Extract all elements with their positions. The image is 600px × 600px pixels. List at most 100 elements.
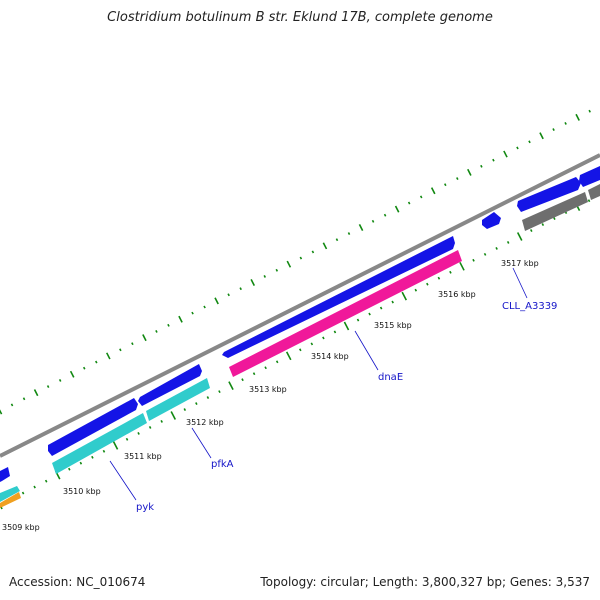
tick-mark xyxy=(275,268,279,272)
tick-mark xyxy=(564,122,567,125)
tick-mark xyxy=(239,287,242,291)
tick-mark xyxy=(102,449,106,453)
gene-label-dnaE: dnaE xyxy=(378,372,403,383)
scale-label: 3510 kbp xyxy=(63,487,101,496)
tick-mark xyxy=(79,461,83,465)
tick-mark xyxy=(155,330,158,333)
tick-mark xyxy=(0,409,3,415)
tick-mark xyxy=(528,140,531,144)
tick-mark xyxy=(575,113,580,121)
tick-mark xyxy=(167,323,170,327)
tick-mark xyxy=(21,491,25,495)
gene-bar xyxy=(588,184,600,200)
tick-mark xyxy=(218,390,221,394)
tick-mark xyxy=(142,334,147,342)
tick-mark xyxy=(407,201,411,205)
tick-mark xyxy=(401,291,408,301)
tick-mark xyxy=(368,312,371,316)
tick-mark xyxy=(214,297,219,305)
tick-mark xyxy=(449,270,452,274)
gene-label-pfkA: pfkA xyxy=(211,459,234,470)
tick-mark xyxy=(472,258,475,262)
tick-mark xyxy=(495,246,498,250)
tick-mark xyxy=(206,396,210,400)
tick-mark xyxy=(437,276,441,280)
accession-text: Accession: NC_010674 xyxy=(9,575,146,589)
tick-mark xyxy=(322,336,325,340)
tick-mark xyxy=(492,158,495,162)
tick-mark xyxy=(541,223,545,226)
scale-label: 3517 kbp xyxy=(501,259,539,268)
tick-mark xyxy=(131,342,134,346)
tick-mark xyxy=(125,437,129,441)
gene-arrow xyxy=(222,236,455,358)
tick-mark xyxy=(347,232,351,236)
gene-bar xyxy=(0,486,20,502)
tick-mark xyxy=(335,238,339,242)
tick-mark xyxy=(191,311,194,315)
tick-mark xyxy=(227,293,230,297)
tick-mark xyxy=(160,420,163,423)
tick-mark xyxy=(0,503,3,510)
tick-mark xyxy=(588,109,591,113)
gene-arrow xyxy=(517,177,581,212)
tick-mark xyxy=(516,232,523,241)
tick-mark xyxy=(310,342,314,346)
tick-mark xyxy=(203,305,206,309)
tick-mark xyxy=(506,241,510,244)
tick-mark xyxy=(333,330,337,334)
tick-mark xyxy=(183,408,187,411)
tick-mark xyxy=(371,219,375,223)
tick-mark xyxy=(587,199,591,203)
tick-mark xyxy=(430,187,436,195)
tick-mark xyxy=(516,146,519,150)
leader-line-CLL_A3339 xyxy=(512,267,528,299)
tick-mark xyxy=(480,164,483,168)
gene-bar-pyk xyxy=(52,413,147,474)
tick-mark xyxy=(311,250,315,254)
gene-bar-dnaE xyxy=(229,250,462,377)
tick-mark xyxy=(503,150,508,158)
leader-line-dnaE xyxy=(354,330,379,371)
tick-marks xyxy=(0,109,591,510)
tick-mark xyxy=(553,217,556,221)
tick-mark xyxy=(119,348,122,352)
scale-label: 3514 kbp xyxy=(311,352,349,361)
tick-mark xyxy=(33,485,36,489)
tick-mark xyxy=(195,402,198,405)
gene-label-pyk: pyk xyxy=(136,502,154,513)
tick-mark xyxy=(286,260,292,268)
tick-mark xyxy=(530,229,533,232)
scale-label: 3515 kbp xyxy=(374,321,412,330)
gene-arrow xyxy=(579,166,600,187)
gene-label-CLL_A3339: CLL_A3339 xyxy=(502,301,557,312)
tick-mark xyxy=(137,431,140,435)
tick-mark xyxy=(68,467,71,471)
tick-mark xyxy=(383,213,387,217)
tick-mark xyxy=(46,385,50,388)
leader-line-pyk xyxy=(109,460,137,501)
tick-mark xyxy=(170,411,177,420)
tick-mark xyxy=(241,378,244,382)
gene-arrow xyxy=(482,212,501,229)
tick-mark xyxy=(228,381,234,391)
gene-arrow xyxy=(138,364,202,406)
scale-label: 3512 kbp xyxy=(186,418,224,427)
gene-bar-pfkA xyxy=(146,378,210,421)
tick-mark xyxy=(552,128,555,132)
genome-backbone xyxy=(0,153,600,458)
tick-mark xyxy=(426,282,429,286)
tick-mark xyxy=(299,348,302,352)
tick-mark xyxy=(33,389,39,397)
tick-mark xyxy=(456,177,459,180)
gene-arrow xyxy=(0,467,10,482)
leader-line-pfkA xyxy=(191,427,212,459)
tick-mark xyxy=(444,183,447,187)
tick-mark xyxy=(459,261,465,271)
tick-mark xyxy=(22,397,26,401)
tick-mark xyxy=(58,378,62,382)
tick-mark xyxy=(44,479,48,483)
scale-label: 3509 kbp xyxy=(2,523,40,532)
tick-mark xyxy=(358,223,364,231)
